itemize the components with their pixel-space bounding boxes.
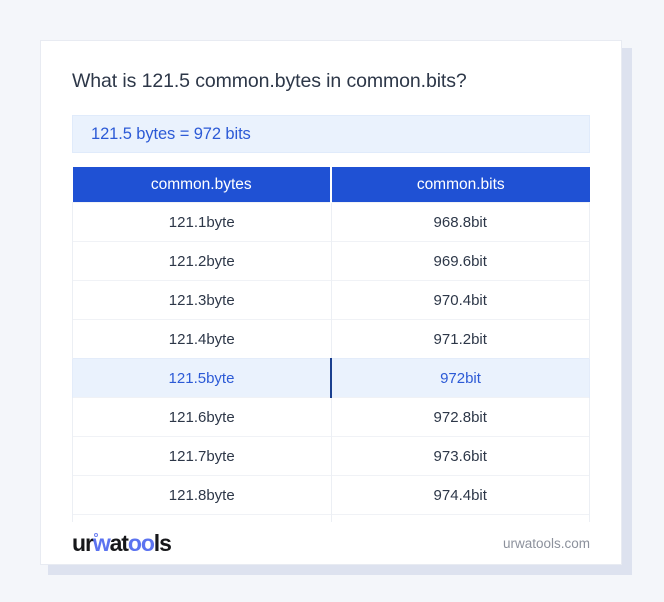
cell-bytes: 121.6byte	[72, 397, 332, 437]
table-row: 121.4byte 971.2bit	[72, 319, 590, 359]
cell-bytes: 121.5byte	[72, 358, 332, 398]
cell-bits: 972.8bit	[331, 397, 590, 437]
logo-part-4: oo	[127, 529, 155, 556]
site-url: urwatools.com	[502, 535, 590, 551]
result-banner: 121.5 bytes = 972 bits	[72, 115, 590, 154]
column-header-bytes: common.bytes	[72, 167, 332, 203]
cell-bytes: 121.3byte	[72, 280, 332, 320]
cell-bits: 971.2bit	[331, 319, 590, 359]
cell-bits: 974.4bit	[331, 475, 590, 515]
cell-bits: 970.4bit	[331, 280, 590, 320]
result-text: 121.5 bytes = 972 bits	[91, 124, 251, 143]
table-row: 121.8byte 974.4bit	[72, 475, 590, 515]
card-footer: ur w at oo ls urwatools.com	[41, 522, 621, 564]
table-row: 121.3byte 970.4bit	[72, 280, 590, 320]
table-row: 121.5byte 972bit	[72, 358, 590, 398]
logo-part-5: ls	[153, 529, 172, 556]
table-row: 121.6byte 972.8bit	[72, 397, 590, 437]
cell-bytes: 121.8byte	[72, 475, 332, 515]
degree-dot-icon	[94, 532, 98, 537]
conversion-table: common.bytes common.bits 121.1byte 968.8b…	[72, 167, 590, 555]
logo-part-1: ur	[72, 529, 94, 556]
cell-bits: 969.6bit	[331, 241, 590, 281]
page-title: What is 121.5 common.bytes in common.bit…	[72, 70, 467, 92]
cell-bits: 968.8bit	[331, 202, 590, 242]
brand-logo[interactable]: ur w at oo ls	[72, 529, 172, 556]
table-row: 121.2byte 969.6bit	[72, 241, 590, 281]
table-header-row: common.bytes common.bits	[72, 167, 590, 203]
cell-bytes: 121.4byte	[72, 319, 332, 359]
cell-bits: 972bit	[331, 358, 590, 398]
logo-part-3: at	[109, 529, 129, 556]
cell-bits: 973.6bit	[331, 436, 590, 476]
table-row: 121.1byte 968.8bit	[72, 202, 590, 242]
table-row: 121.7byte 973.6bit	[72, 436, 590, 476]
column-header-bits: common.bits	[331, 167, 590, 203]
table-head: common.bytes common.bits	[72, 167, 590, 203]
table-body: 121.1byte 968.8bit 121.2byte 969.6bit 121.3b…	[72, 202, 590, 555]
card-content: What is 121.5 common.bytes in common.bit…	[41, 41, 621, 555]
cell-bytes: 121.7byte	[72, 436, 332, 476]
cell-bytes: 121.1byte	[72, 202, 332, 242]
cell-bytes: 121.2byte	[72, 241, 332, 281]
logo-part-2: w	[92, 529, 111, 556]
conversion-card: What is 121.5 common.bytes in common.bit…	[40, 40, 622, 565]
